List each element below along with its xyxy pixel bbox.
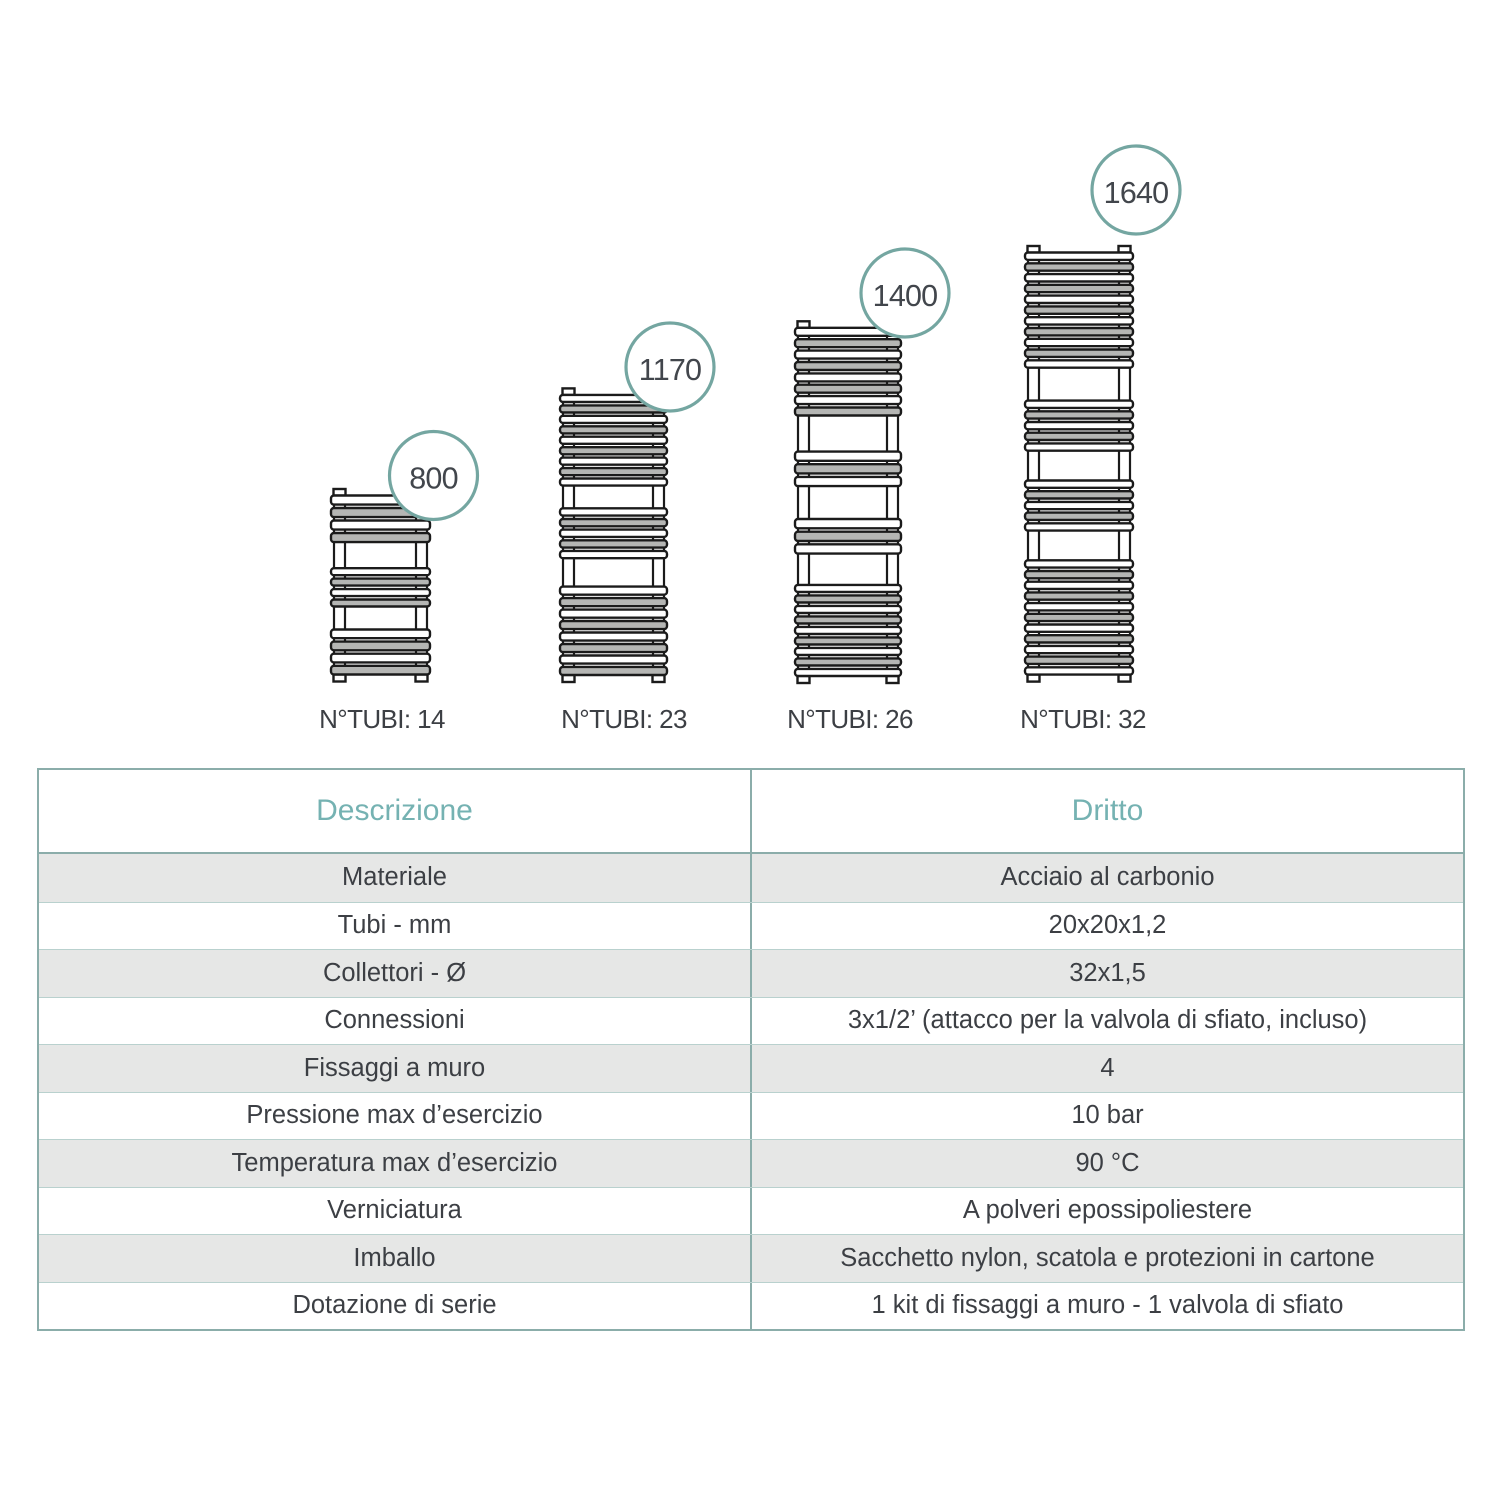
svg-text:1170: 1170: [639, 353, 701, 387]
svg-text:N°TUBI: 26: N°TUBI: 26: [787, 704, 913, 734]
svg-text:N°TUBI: 14: N°TUBI: 14: [319, 704, 445, 734]
svg-text:1640: 1640: [1104, 176, 1169, 210]
svg-text:1400: 1400: [873, 279, 938, 313]
svg-text:800: 800: [409, 462, 458, 496]
svg-text:N°TUBI: 23: N°TUBI: 23: [561, 704, 687, 734]
svg-text:N°TUBI: 32: N°TUBI: 32: [1020, 704, 1146, 734]
